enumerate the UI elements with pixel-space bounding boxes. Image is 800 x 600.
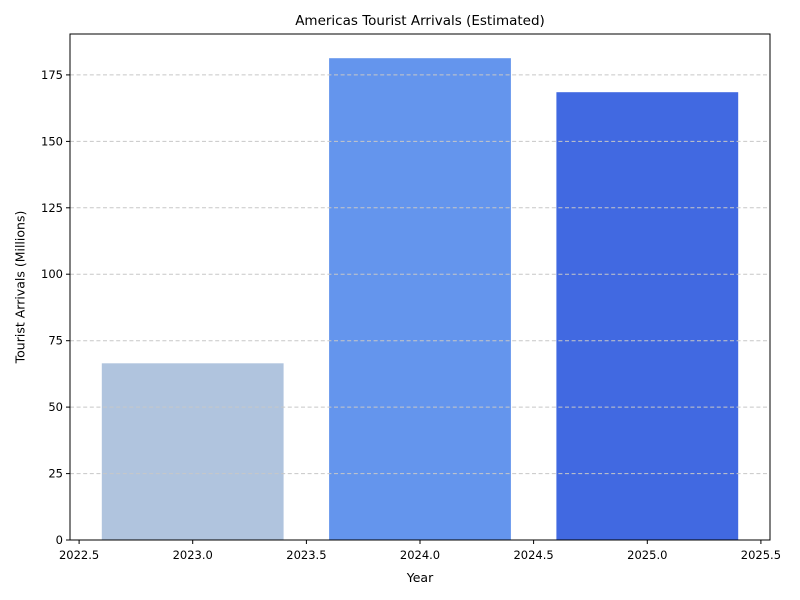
x-tick-label: 2022.5 xyxy=(59,548,99,562)
x-axis-label: Year xyxy=(406,570,434,585)
y-tick-label: 175 xyxy=(41,68,63,82)
bars xyxy=(101,58,739,540)
x-axis: 2022.5 2023.0 2023.5 2024.0 2024.5 2025.0 2025… xyxy=(59,540,781,562)
x-tick-label: 2023.5 xyxy=(286,548,326,562)
chart-title: Americas Tourist Arrivals (Estimated) xyxy=(295,13,545,29)
y-tick-label: 100 xyxy=(41,267,63,281)
x-tick-label: 2025.0 xyxy=(627,548,667,562)
bar-2023 xyxy=(101,363,284,540)
y-axis: 0 25 50 75 100 125 150 175 xyxy=(41,68,70,547)
y-axis-label: Tourist Arrivals (Millions) xyxy=(12,210,28,364)
y-tick-label: 25 xyxy=(48,467,63,481)
y-tick-label: 75 xyxy=(48,334,63,348)
x-tick-label: 2025.5 xyxy=(741,548,781,562)
y-tick-label: 150 xyxy=(41,134,63,148)
bar-2025 xyxy=(556,92,739,540)
y-tick-label: 50 xyxy=(48,400,63,414)
bar-2024 xyxy=(329,58,511,540)
y-tick-label: 125 xyxy=(41,201,63,215)
y-tick-label: 0 xyxy=(56,533,63,547)
gridlines xyxy=(70,74,770,475)
x-tick-label: 2024.5 xyxy=(513,548,553,562)
x-tick-label: 2023.0 xyxy=(173,548,213,562)
x-tick-label: 2024.0 xyxy=(400,548,440,562)
